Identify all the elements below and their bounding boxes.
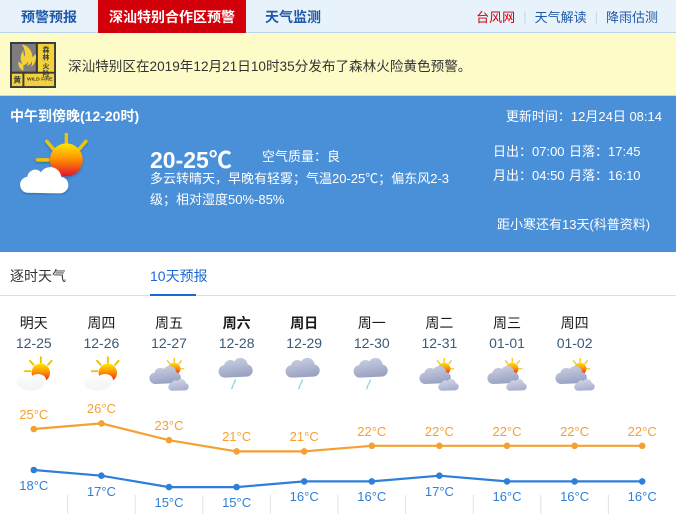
svg-text:WILD FIRE: WILD FIRE [27, 76, 53, 82]
svg-text:黄: 黄 [13, 75, 21, 86]
